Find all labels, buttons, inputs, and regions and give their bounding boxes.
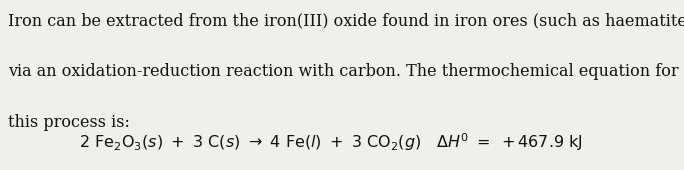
Text: via an oxidation-reduction reaction with carbon. The thermochemical equation for: via an oxidation-reduction reaction with… <box>8 63 679 80</box>
Text: Iron can be extracted from the iron(III) oxide found in iron ores (such as haema: Iron can be extracted from the iron(III)… <box>8 12 684 29</box>
Text: this process is:: this process is: <box>8 114 130 131</box>
Text: $2\ \mathrm{Fe_2O_3}(s)\ +\ 3\ \mathrm{C}(s)\ \rightarrow\ 4\ \mathrm{Fe}(\mathi: $2\ \mathrm{Fe_2O_3}(s)\ +\ 3\ \mathrm{C… <box>79 131 583 153</box>
